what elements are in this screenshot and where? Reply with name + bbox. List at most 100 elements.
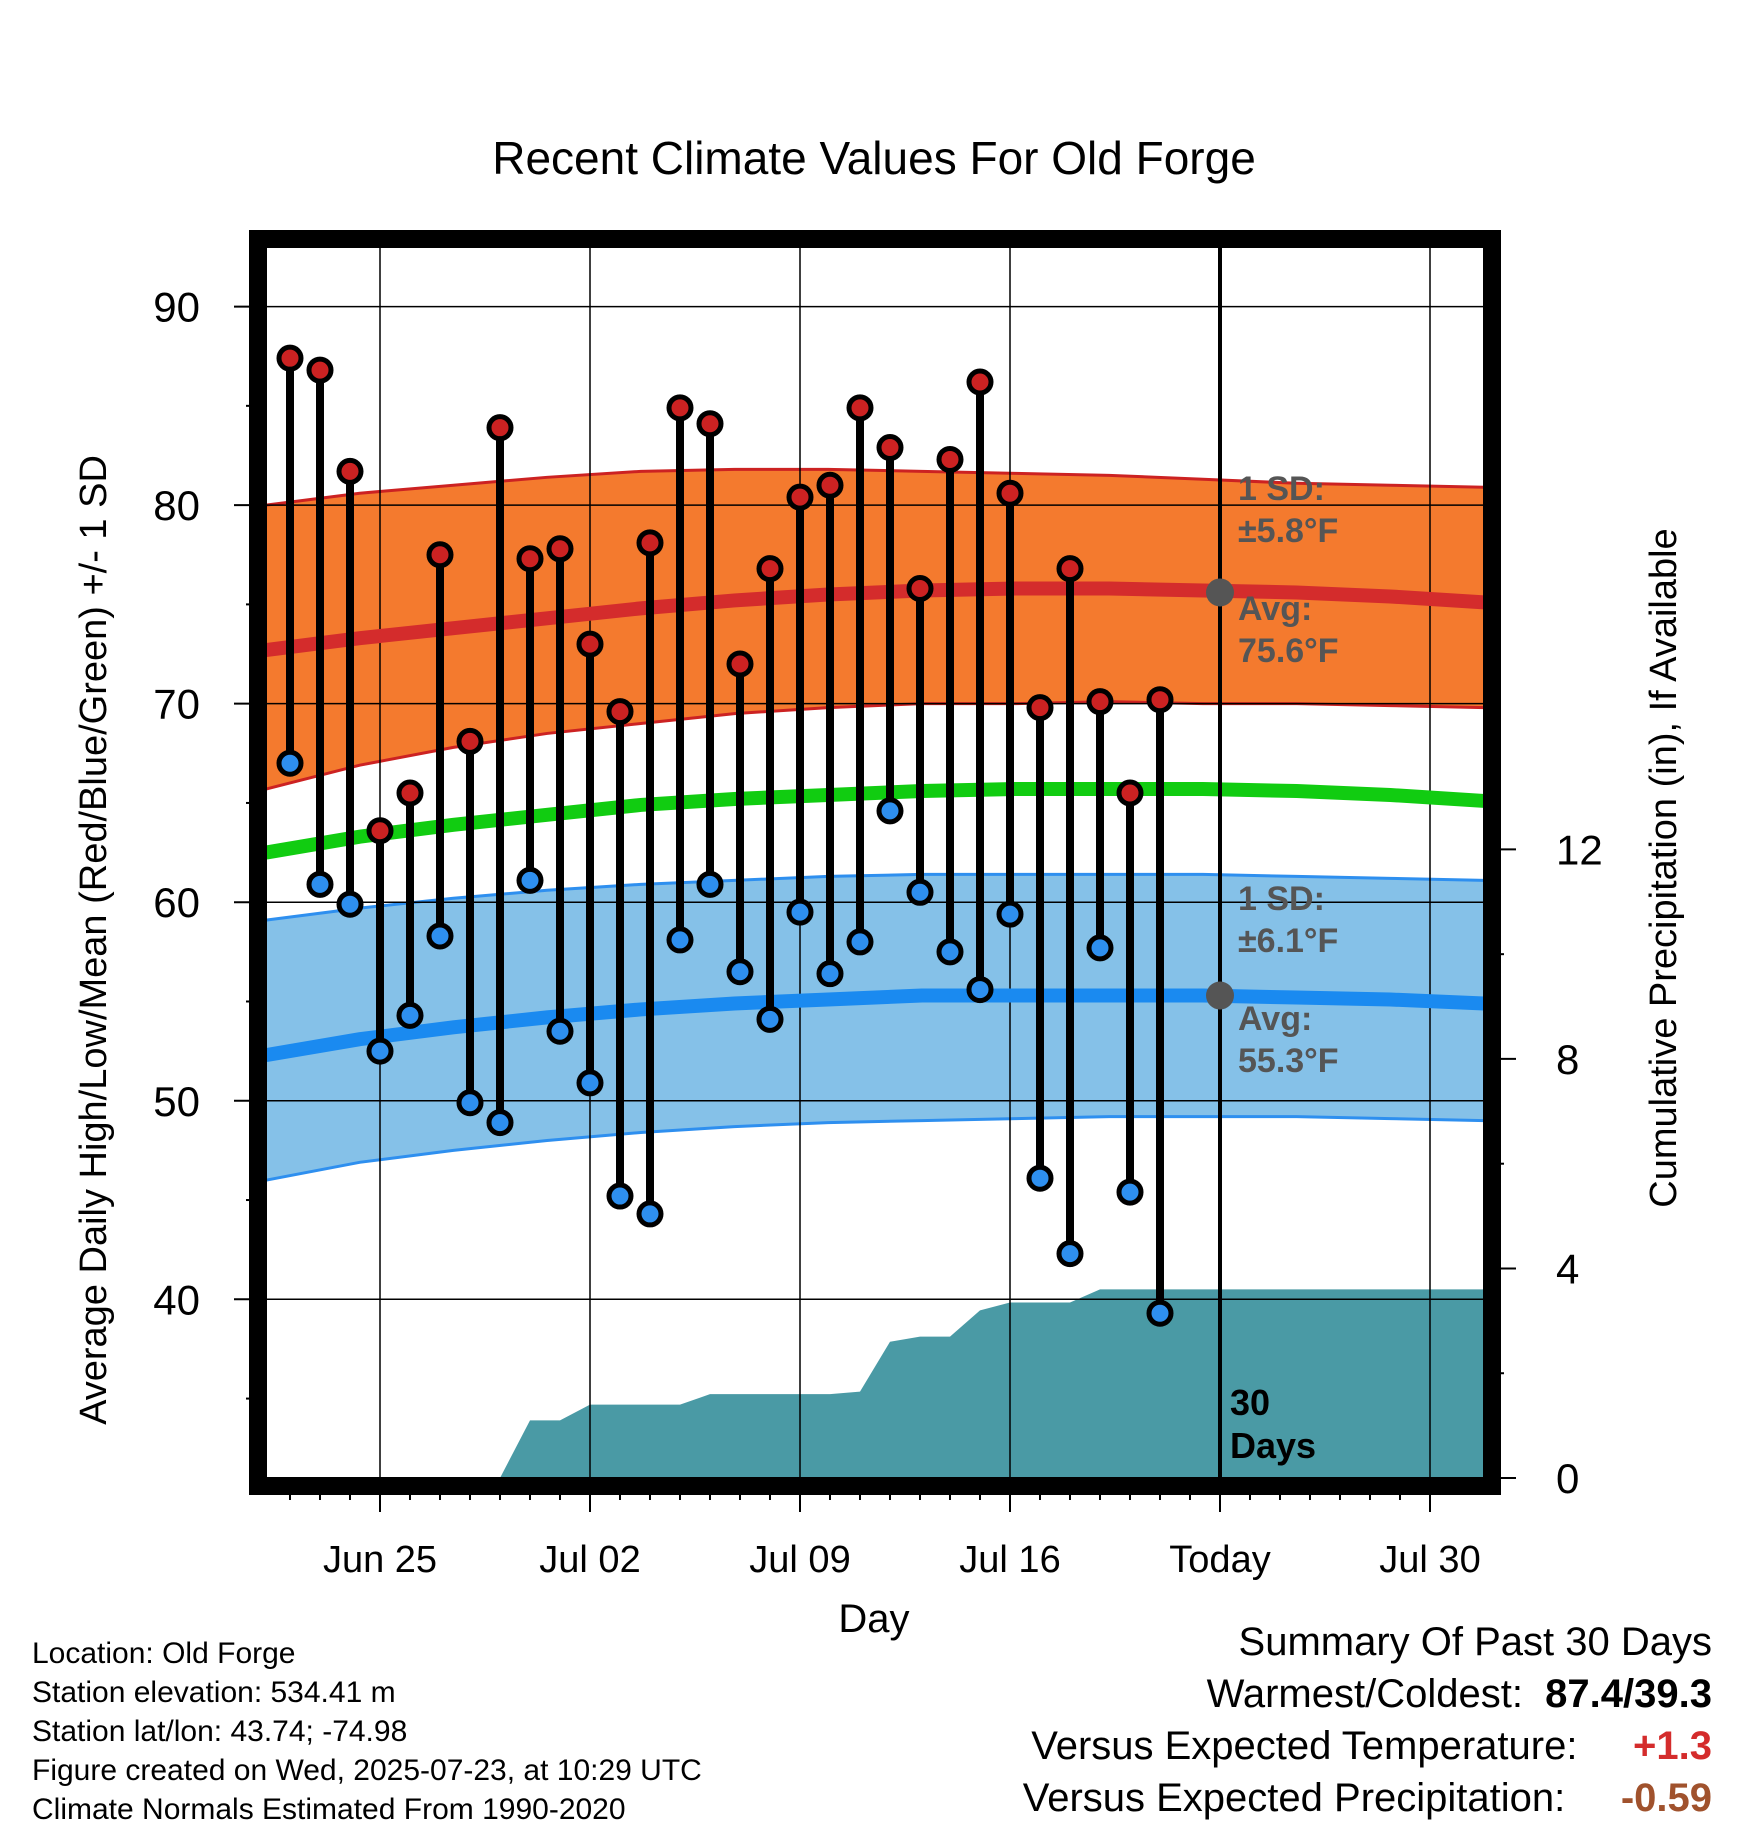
plot-frame xyxy=(249,230,1501,1495)
high-point xyxy=(1056,555,1084,583)
x-tick-label: Jul 30 xyxy=(1379,1539,1480,1581)
precip-label: Versus Expected Precipitation: xyxy=(1022,1776,1566,1820)
y2-axis-label: Cumulative Precipitation (in), If Availa… xyxy=(1643,528,1685,1207)
x-axis-label: Day xyxy=(838,1597,909,1641)
low-point xyxy=(1146,1299,1174,1327)
high-point xyxy=(846,394,874,422)
low-point xyxy=(306,870,334,898)
low-point xyxy=(1056,1240,1084,1268)
low-point xyxy=(936,938,964,966)
x-tick-label: Jun 25 xyxy=(323,1539,437,1581)
low-point xyxy=(636,1200,664,1228)
low-point xyxy=(396,1001,424,1029)
high-point xyxy=(726,650,754,678)
high-sd-title: 1 SD: xyxy=(1238,470,1325,508)
low-avg-value: 55.3°F xyxy=(1238,1042,1339,1080)
latlon-text: Station lat/lon: 43.74; -74.98 xyxy=(32,1715,408,1748)
y2-tick-label: 8 xyxy=(1556,1036,1579,1083)
x-tick-label: Today xyxy=(1169,1539,1270,1581)
low-point xyxy=(906,878,934,906)
low-point xyxy=(516,866,544,894)
y-tick-label: 70 xyxy=(153,681,200,728)
days-count-label: 30 xyxy=(1230,1382,1270,1423)
y-tick-label: 90 xyxy=(153,284,200,331)
chart-title: Recent Climate Values For Old Forge xyxy=(492,132,1256,184)
low-point xyxy=(1026,1164,1054,1192)
y2-tick-label: 12 xyxy=(1556,826,1603,873)
high-point xyxy=(816,471,844,499)
high-point xyxy=(786,483,814,511)
high-point xyxy=(936,445,964,473)
high-avg-title: Avg: xyxy=(1238,590,1312,628)
low-point xyxy=(816,960,844,988)
y-axis-label: Average Daily High/Low/Mean (Red/Blue/Gr… xyxy=(73,455,115,1425)
summary-warm-cold: Warmest/Coldest: 87.4/39.3 xyxy=(1207,1672,1712,1717)
high-point xyxy=(576,630,604,658)
high-point xyxy=(876,434,904,462)
plot-area: 1 SD: ±5.8°F Avg: 75.6°F 1 SD: ±6.1°F Avg: 55.3… xyxy=(153,230,1603,1581)
temp-label: Versus Expected Temperature: xyxy=(1031,1724,1578,1768)
low-point xyxy=(1116,1178,1144,1206)
high-point xyxy=(546,535,574,563)
low-sd-lower-line xyxy=(265,1115,1485,1182)
high-point xyxy=(906,575,934,603)
high-sd-upper-line xyxy=(265,467,1485,507)
high-point xyxy=(996,479,1024,507)
high-point xyxy=(1086,688,1114,716)
high-point xyxy=(306,356,334,384)
x-tick-label: Jul 09 xyxy=(749,1539,850,1581)
warm-cold-label: Warmest/Coldest: xyxy=(1206,1672,1523,1716)
low-point xyxy=(336,890,364,918)
high-point xyxy=(366,817,394,845)
low-point xyxy=(846,928,874,956)
location-text: Location: Old Forge xyxy=(32,1637,296,1670)
low-point xyxy=(786,898,814,926)
summary-title: Summary Of Past 30 Days xyxy=(1238,1620,1712,1664)
low-point xyxy=(366,1037,394,1065)
high-avg-value: 75.6°F xyxy=(1238,632,1339,670)
high-point xyxy=(666,394,694,422)
low-avg-title: Avg: xyxy=(1238,1000,1312,1038)
elevation-text: Station elevation: 534.41 m xyxy=(32,1676,396,1709)
low-sd-band xyxy=(266,874,1484,1181)
x-tick-label: Jul 02 xyxy=(539,1539,640,1581)
precip-value: -0.59 xyxy=(1620,1776,1712,1820)
high-point xyxy=(486,414,514,442)
y-tick-label: 60 xyxy=(153,879,200,926)
low-point xyxy=(546,1017,574,1045)
low-avg-marker xyxy=(1206,981,1234,1010)
high-point xyxy=(336,457,364,485)
high-point xyxy=(606,698,634,726)
y-tick-label: 40 xyxy=(153,1276,200,1323)
low-point xyxy=(276,749,304,777)
high-point xyxy=(1146,686,1174,714)
low-point xyxy=(996,900,1024,928)
summary-temp: Versus Expected Temperature: +1.3 xyxy=(1031,1724,1712,1769)
high-point xyxy=(636,529,664,557)
low-point xyxy=(426,922,454,950)
low-sd-title: 1 SD: xyxy=(1238,880,1325,918)
high-point xyxy=(966,368,994,396)
y-tick-label: 80 xyxy=(153,482,200,529)
low-point xyxy=(576,1069,604,1097)
low-point xyxy=(876,797,904,825)
low-point xyxy=(606,1182,634,1210)
low-point xyxy=(456,1089,484,1117)
normals-text: Climate Normals Estimated From 1990-2020 xyxy=(32,1793,626,1826)
created-text: Figure created on Wed, 2025-07-23, at 10… xyxy=(32,1754,702,1787)
high-point xyxy=(456,727,484,755)
warm-cold-value: 87.4/39.3 xyxy=(1545,1672,1712,1716)
high-point xyxy=(426,541,454,569)
low-point xyxy=(966,976,994,1004)
x-tick-label: Jul 16 xyxy=(959,1539,1060,1581)
high-point xyxy=(396,779,424,807)
days-count-label: Days xyxy=(1230,1425,1316,1466)
high-point xyxy=(276,344,304,372)
low-point xyxy=(696,870,724,898)
low-point xyxy=(726,958,754,986)
high-point xyxy=(516,545,544,573)
high-point xyxy=(756,555,784,583)
low-point xyxy=(756,1005,784,1033)
low-point xyxy=(1086,934,1114,962)
